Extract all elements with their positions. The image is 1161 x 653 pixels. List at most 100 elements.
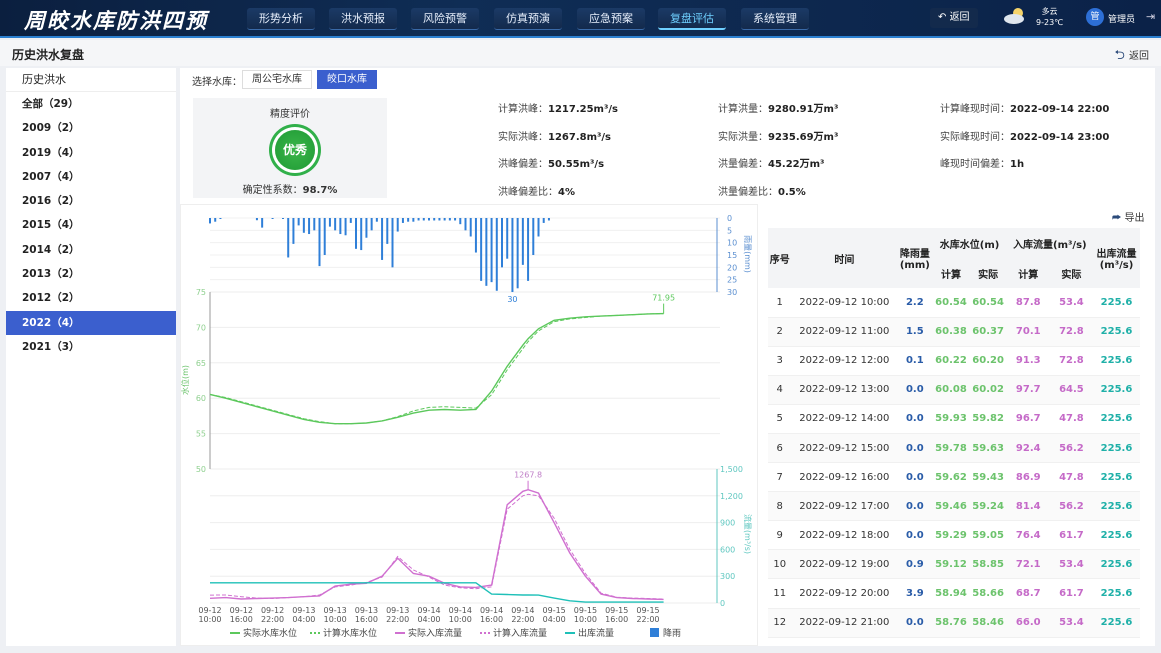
nav-tab-2[interactable]: 风险预警 <box>411 8 479 30</box>
x-tick-time: 16:00 <box>230 615 253 624</box>
col-level-calc: 计算 <box>932 258 970 288</box>
sidebar-item[interactable]: 2021（3） <box>22 340 80 353</box>
table-cell: 66.0 <box>1006 608 1050 638</box>
table-row: 9 2022-09-12 18:00 0.0 59.29 59.05 76.4 61.7 22… <box>768 520 1140 551</box>
sidebar-item[interactable]: 2012（2） <box>22 292 80 305</box>
table-cell: 70.1 <box>1006 317 1050 347</box>
sidebar-item[interactable]: 2015（4） <box>22 219 80 232</box>
rain-bar <box>219 218 222 219</box>
stat-label: 实际洪峰： <box>498 131 548 143</box>
rain-bar <box>459 218 462 225</box>
nav-tab-5[interactable]: 复盘评估 <box>658 8 726 30</box>
series-line-0 <box>209 312 664 425</box>
table-cell: 47.8 <box>1049 404 1093 434</box>
rain-bar <box>438 218 441 221</box>
sidebar-item[interactable]: 2007（4） <box>22 170 80 183</box>
stat-value: 45.22万m³ <box>768 159 825 170</box>
table-cell: 60.22 <box>932 346 970 376</box>
rain-bar <box>537 218 540 237</box>
x-tick-date: 09-15 <box>574 606 597 615</box>
rain-bar <box>292 218 295 244</box>
user-name[interactable]: 管理员 <box>1108 15 1136 25</box>
level-tick-label: 55 <box>196 430 206 439</box>
flow-peak-label: 1267.8 <box>514 471 542 480</box>
data-table: 序号 时间 降雨量 (mm) 水库水位(m) 入库流量(m³/s) 出库流量 (… <box>768 228 1140 638</box>
sidebar-item[interactable]: 2022（4） <box>6 310 176 335</box>
level-tick-label: 70 <box>196 323 206 332</box>
table-cell: 225.6 <box>1092 608 1140 638</box>
table-cell: 86.9 <box>1006 462 1050 493</box>
table-cell: 59.43 <box>969 462 1007 493</box>
rain-bar <box>214 218 217 222</box>
rain-bar <box>407 218 410 222</box>
table-cell: 0.0 <box>897 404 933 434</box>
x-tick-date: 09-14 <box>480 606 503 615</box>
table-cell: 2022-09-12 18:00 <box>791 520 898 551</box>
stat-item: 洪峰偏差：50.55m³/s <box>498 155 604 170</box>
stat-item: 计算洪量：9280.91万m³ <box>718 100 838 115</box>
stat-label: 洪峰偏差： <box>498 159 548 170</box>
reservoir-option-jiaokou[interactable]: 皎口水库 <box>317 70 377 89</box>
sidebar-item[interactable]: 2009（2） <box>22 122 80 135</box>
sidebar-item[interactable]: 2013（2） <box>22 268 80 281</box>
page-title: 历史洪水复盘 <box>12 48 85 62</box>
sidebar-item[interactable]: 全部（29） <box>22 98 79 110</box>
x-tick-date: 09-12 <box>261 606 284 615</box>
share-icon: ⮫ <box>1112 213 1125 224</box>
legend-item[interactable]: 计算水库水位 <box>323 627 377 639</box>
legend-item[interactable]: 出库流量 <box>578 627 614 639</box>
table-cell: 58.66 <box>969 578 1007 609</box>
sidebar-item[interactable]: 2019（4） <box>22 146 80 159</box>
rain-bar <box>271 218 274 219</box>
nav-tab-6[interactable]: 系统管理 <box>741 8 809 30</box>
table-cell: 2022-09-12 20:00 <box>791 578 898 609</box>
col-inflow-actual: 实际 <box>1049 258 1093 288</box>
table-cell: 2 <box>768 317 792 347</box>
nav-tab-4[interactable]: 应急预案 <box>577 8 645 30</box>
table-row: 3 2022-09-12 12:00 0.1 60.22 60.20 91.3 72.8 22… <box>768 346 1140 376</box>
table-cell: 2.2 <box>897 288 933 318</box>
table-cell: 8 <box>768 491 792 522</box>
avatar[interactable]: 管 <box>1086 8 1104 26</box>
table-cell: 12 <box>768 608 792 638</box>
table-cell: 60.54 <box>969 288 1007 318</box>
table-cell: 59.24 <box>969 491 1007 522</box>
header-back-button[interactable]: ↶ 返回 <box>930 8 978 28</box>
x-tick-date: 09-12 <box>230 606 253 615</box>
x-tick-date: 09-14 <box>449 606 472 615</box>
reservoir-option-zhougongzhai[interactable]: 周公宅水库 <box>242 70 312 89</box>
accuracy-card: 精度评价 优秀 确定性系数：98.7% <box>193 98 387 198</box>
rain-bar <box>501 218 503 268</box>
table-cell: 7 <box>768 462 792 493</box>
nav-tab-3[interactable]: 仿真预演 <box>494 8 562 30</box>
col-time: 时间 <box>791 228 898 288</box>
nav-tab-0[interactable]: 形势分析 <box>247 8 315 30</box>
table-cell: 92.4 <box>1006 433 1050 464</box>
stat-item: 洪量偏差：45.22万m³ <box>718 155 824 170</box>
logout-icon[interactable]: ⇥ <box>1146 10 1156 23</box>
sidebar-item[interactable]: 2014（2） <box>22 243 80 256</box>
table-cell: 0.0 <box>897 491 933 522</box>
table-cell: 2022-09-12 19:00 <box>791 549 898 580</box>
export-button[interactable]: ⮫ 导出 <box>1112 213 1145 224</box>
stat-label: 洪峰偏差比： <box>498 186 558 198</box>
stat-item: 实际洪量：9235.69万m³ <box>718 128 838 143</box>
rain-bar <box>334 218 337 231</box>
col-level-actual: 实际 <box>969 258 1007 288</box>
legend-item[interactable]: 实际水库水位 <box>243 627 297 639</box>
table-cell: 4 <box>768 375 792 405</box>
x-tick-date: 09-13 <box>355 606 378 615</box>
table-cell: 225.6 <box>1092 578 1140 609</box>
sidebar-item[interactable]: 2016（2） <box>22 195 80 208</box>
table-cell: 59.82 <box>969 404 1007 434</box>
table-cell: 59.05 <box>969 520 1007 551</box>
legend-item[interactable]: 计算入库流量 <box>493 627 547 639</box>
table-cell: 53.4 <box>1049 608 1093 638</box>
nav-tab-1[interactable]: 洪水预报 <box>329 8 397 30</box>
stat-label: 计算洪量： <box>718 104 768 115</box>
rain-tick-label: 5 <box>727 226 732 235</box>
legend-item[interactable]: 实际入库流量 <box>408 627 462 639</box>
page-back-button[interactable]: ⮌ 返回 <box>1114 48 1149 63</box>
legend-item[interactable]: 降雨 <box>663 627 681 639</box>
legend-swatch[interactable] <box>650 628 659 637</box>
